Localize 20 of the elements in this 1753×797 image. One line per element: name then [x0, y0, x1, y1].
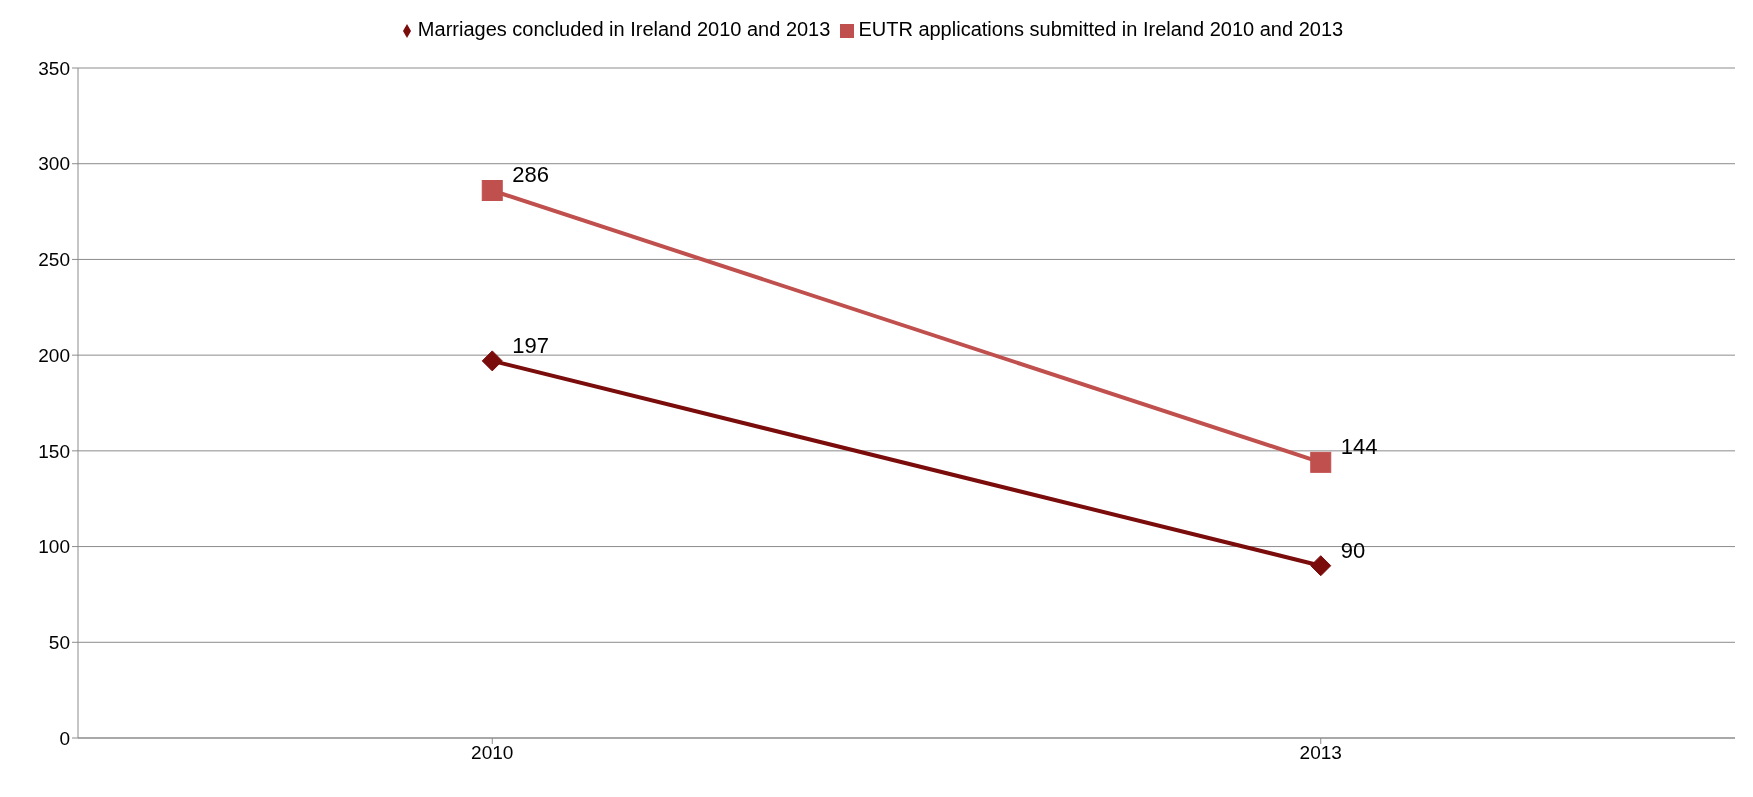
legend-label: Marriages concluded in Ireland 2010 and 2013 [417, 18, 831, 40]
y-tick-label: 350 [38, 57, 70, 79]
y-tick-label: 150 [38, 440, 70, 462]
y-tick-label: 100 [38, 536, 70, 558]
x-tick-label: 2010 [471, 742, 514, 764]
point [481, 180, 503, 202]
x-tick-label: 2013 [1299, 742, 1342, 764]
data-label: 90 [1340, 537, 1366, 563]
point [1310, 451, 1332, 473]
point [1310, 555, 1332, 577]
y-tick-label: 200 [38, 344, 70, 366]
y-tick-label: 250 [38, 249, 70, 271]
data-label: 286 [512, 162, 549, 188]
y-tick-label: 0 [59, 727, 70, 749]
legend-label: EUTR applications submitted in Ireland 2010 and 2013 [858, 18, 1344, 40]
data-label: 144 [1340, 434, 1378, 460]
y-tick-label: 50 [48, 632, 70, 654]
point [481, 350, 503, 372]
data-label: 197 [512, 332, 549, 358]
y-tick-label: 300 [38, 153, 70, 175]
